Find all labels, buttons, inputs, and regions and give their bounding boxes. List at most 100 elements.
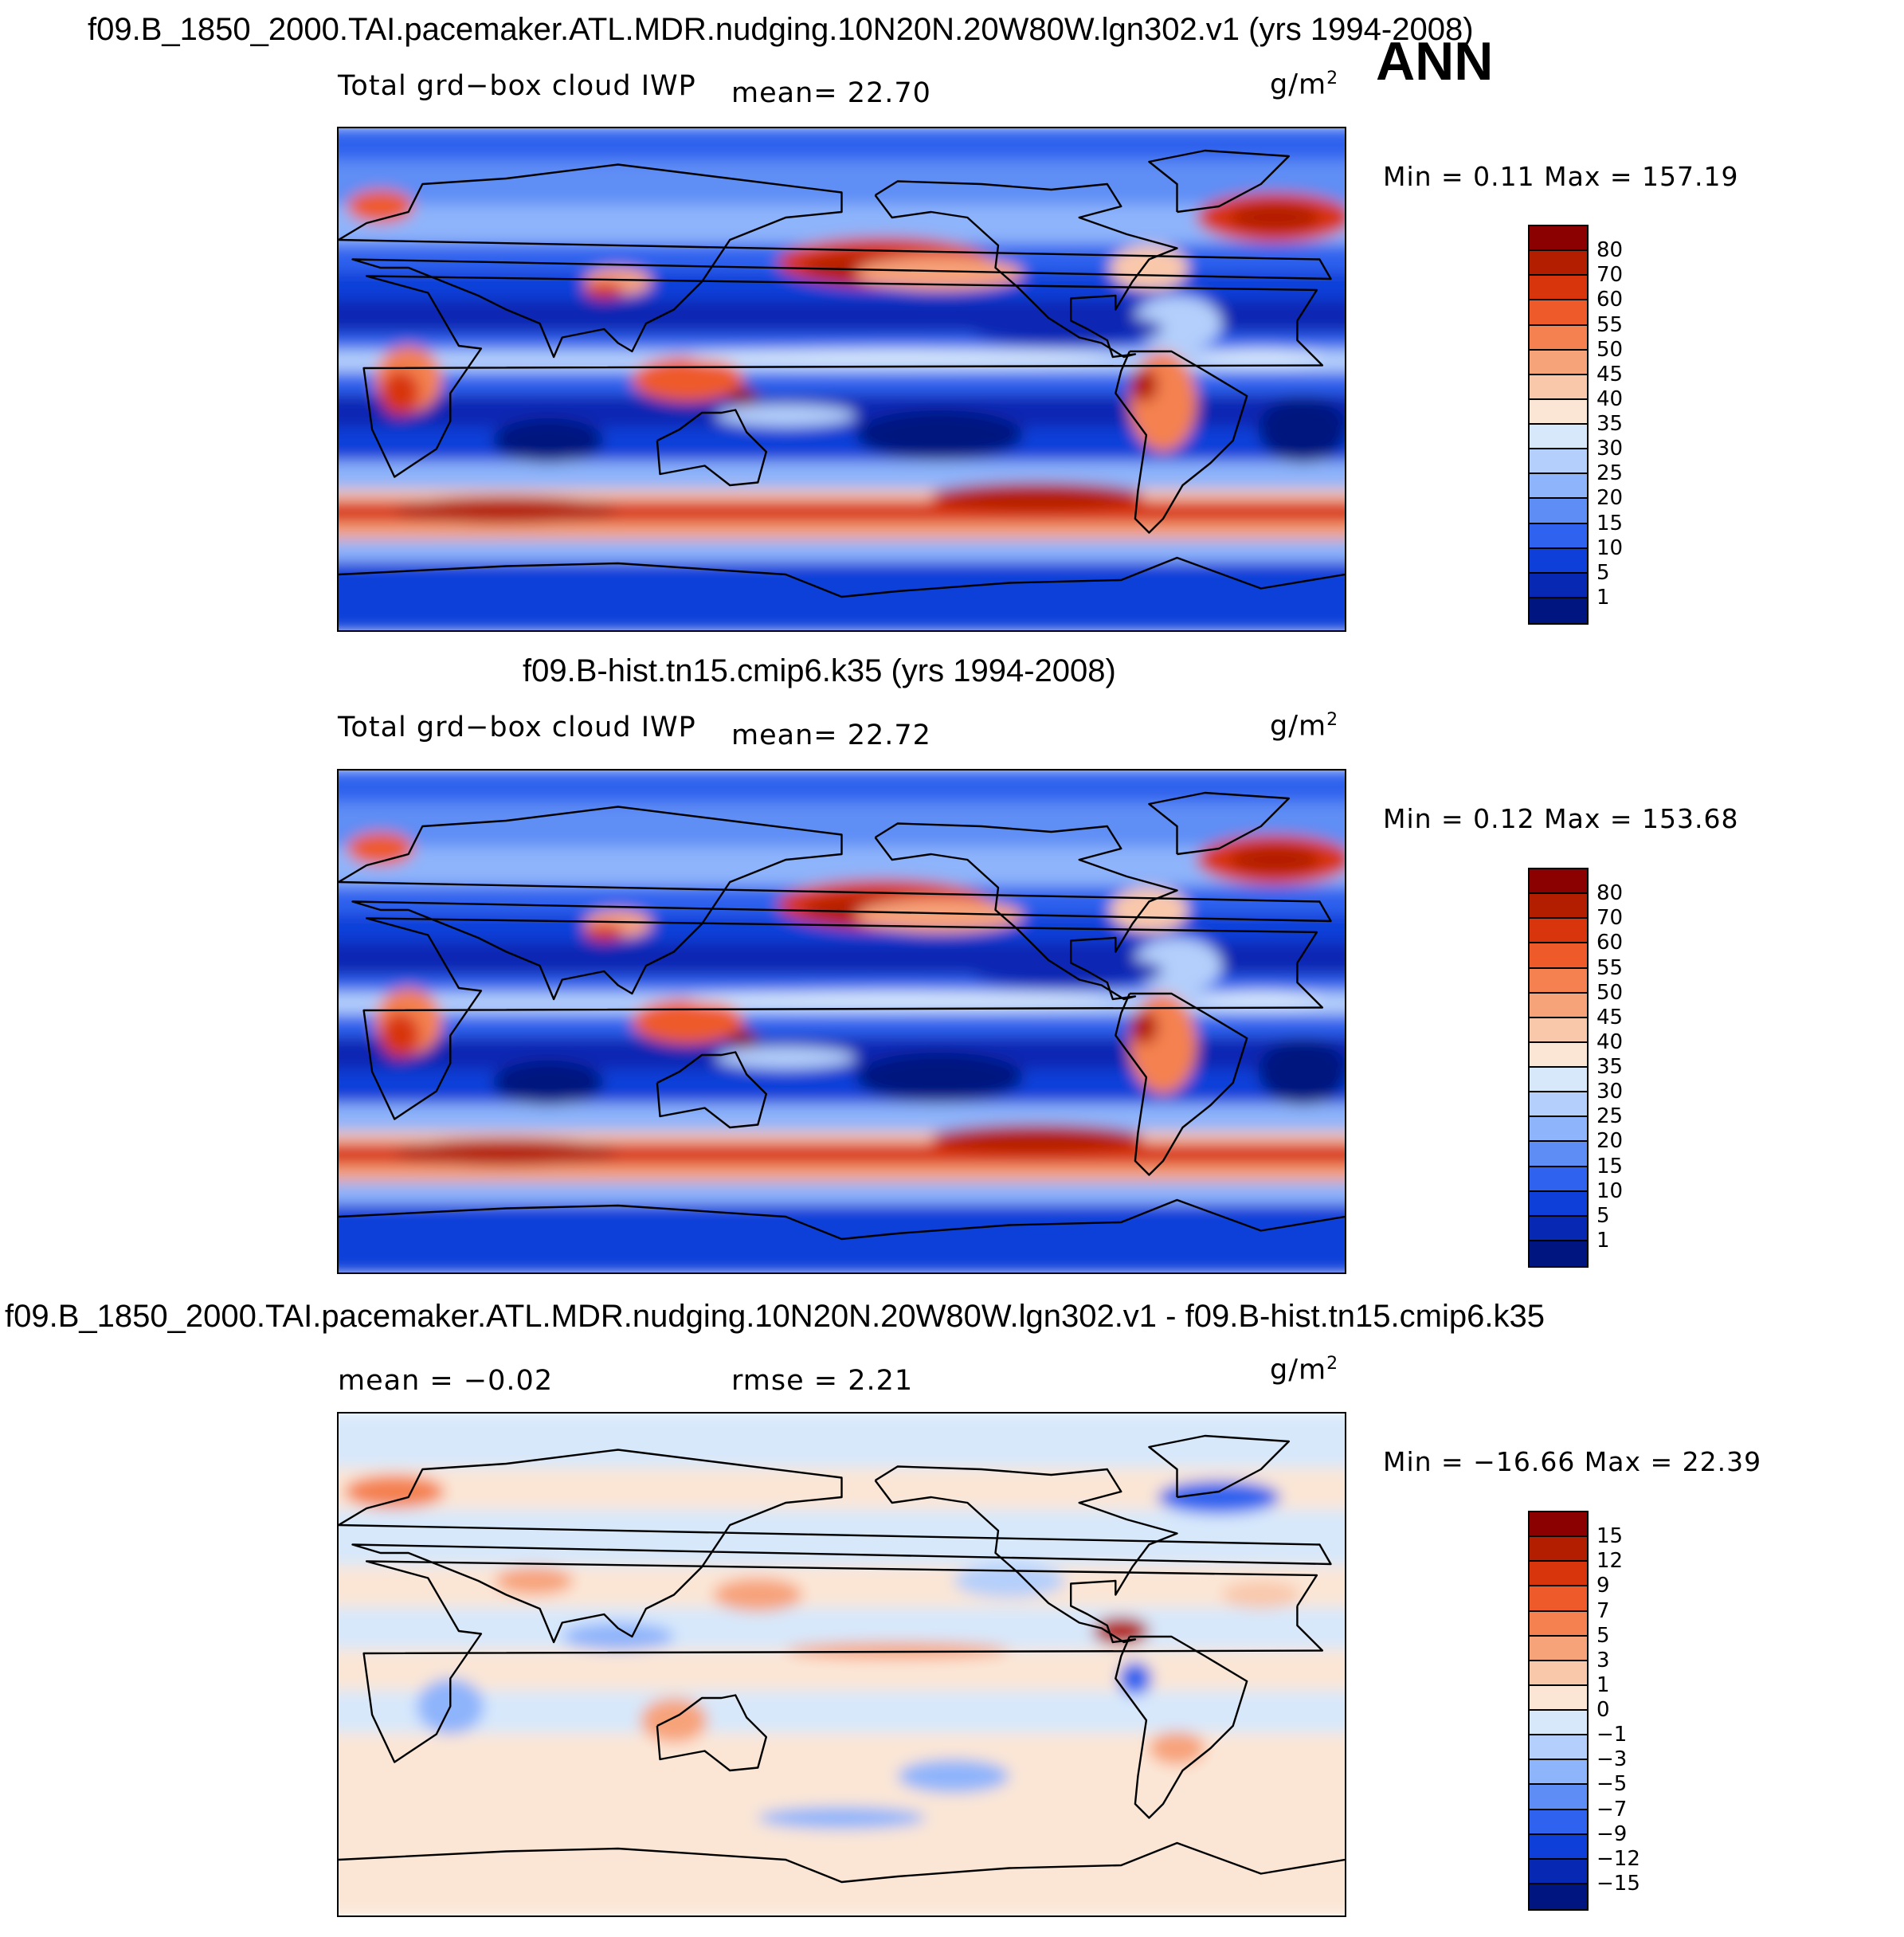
colorbar-segment	[1530, 350, 1587, 375]
colorbar-segment	[1530, 968, 1587, 994]
panel-3-colorbar	[1528, 1511, 1589, 1911]
colorbar-segment	[1530, 1068, 1587, 1093]
panel-1-title: f09.B_1850_2000.TAI.pacemaker.ATL.MDR.nu…	[88, 12, 1474, 47]
colorbar-tick-label: 55	[1596, 955, 1624, 980]
field-band	[339, 1104, 1345, 1135]
colorbar-tick-label: 35	[1596, 412, 1624, 436]
field-feature	[1230, 845, 1320, 874]
field-feature	[688, 990, 1107, 1008]
colorbar-segment	[1530, 1562, 1587, 1587]
colorbar-segment	[1530, 1092, 1587, 1118]
colorbar-tick-label: −15	[1596, 1871, 1640, 1896]
coastline	[1115, 350, 1248, 534]
coastline	[1148, 791, 1290, 856]
field-feature	[495, 1566, 574, 1595]
field-band	[339, 1830, 1345, 1915]
field-feature	[584, 281, 624, 299]
colorbar-segment	[1530, 1586, 1587, 1612]
panel-1-variable: Total grd−box cloud IWP	[338, 70, 696, 102]
field-feature	[715, 1046, 856, 1069]
colorbar-tick-label: 5	[1596, 560, 1610, 585]
panel-1-mean: mean= 22.70	[731, 77, 931, 109]
colorbar-segment	[1530, 374, 1587, 400]
field-feature	[897, 1759, 1009, 1793]
colorbar-tick-label: 5	[1596, 1623, 1610, 1648]
field-feature	[688, 348, 1107, 366]
colorbar-tick-label: 70	[1596, 263, 1624, 288]
colorbar-segment	[1530, 598, 1587, 623]
colorbar-segment	[1530, 1611, 1587, 1637]
colorbar-segment	[1530, 1834, 1587, 1860]
field-feature	[1230, 203, 1320, 232]
colorbar-segment	[1530, 1636, 1587, 1661]
field-band	[339, 1165, 1345, 1185]
coastline	[339, 1198, 1345, 1241]
colorbar-segment	[1530, 399, 1587, 425]
colorbar-tick-label: 1	[1596, 1228, 1610, 1253]
panel-2-units: g/m2	[1270, 710, 1339, 743]
colorbar-tick-label: 20	[1596, 486, 1624, 511]
panel-2-colorbar	[1528, 868, 1589, 1268]
colorbar-tick-label: 0	[1596, 1698, 1610, 1722]
coastline	[339, 1449, 1332, 1644]
colorbar-tick-label: 45	[1596, 1005, 1624, 1029]
field-feature	[632, 357, 744, 402]
colorbar-tick-label: 30	[1596, 437, 1624, 461]
field-band	[339, 428, 1345, 465]
field-feature	[1132, 938, 1222, 994]
colorbar-tick-label: −7	[1596, 1797, 1628, 1821]
coastline	[339, 163, 1332, 359]
coastline	[1115, 1635, 1248, 1819]
field-feature	[1129, 1010, 1158, 1044]
colorbar-tick-label: 40	[1596, 1029, 1624, 1054]
field-feature	[1221, 1581, 1300, 1609]
colorbar-tick-label: −1	[1596, 1723, 1628, 1747]
field-feature	[715, 404, 856, 427]
colorbar-tick-label: 25	[1596, 1104, 1624, 1129]
field-feature	[856, 899, 1024, 932]
season-label: ANN	[1376, 31, 1494, 92]
colorbar-tick-label: 20	[1596, 1129, 1624, 1154]
field-feature	[344, 1475, 445, 1508]
coastline	[339, 556, 1345, 598]
colorbar-tick-label: 10	[1596, 1178, 1624, 1203]
colorbar-tick-label: 45	[1596, 362, 1624, 386]
colorbar-segment	[1530, 425, 1587, 450]
colorbar-tick-label: 1	[1596, 1672, 1610, 1697]
field-feature	[492, 1061, 605, 1105]
field-feature	[713, 1578, 803, 1612]
panel-2-title: f09.B-hist.tn15.cmip6.k35 (yrs 1994-2008…	[523, 653, 1116, 688]
colorbar-segment	[1530, 1216, 1587, 1241]
field-feature	[856, 410, 1024, 461]
colorbar-tick-label: 7	[1596, 1598, 1610, 1623]
field-feature	[930, 482, 1144, 511]
field-feature	[856, 1052, 1024, 1103]
field-feature	[640, 1698, 708, 1743]
field-feature	[930, 1124, 1144, 1153]
colorbar-segment	[1530, 1685, 1587, 1711]
field-feature	[856, 257, 1024, 290]
field-band	[339, 461, 1345, 492]
field-band	[339, 1509, 1345, 1569]
map-field	[339, 1414, 1345, 1915]
map-field	[339, 770, 1345, 1272]
colorbar-tick-label: 15	[1596, 511, 1624, 535]
panel-1-units: g/m2	[1270, 69, 1339, 101]
panel-3-map	[337, 1412, 1346, 1917]
coastline	[1148, 149, 1290, 214]
colorbar-segment	[1530, 1142, 1587, 1167]
coastline	[874, 180, 1178, 359]
field-feature	[1110, 888, 1189, 932]
field-feature	[953, 1564, 1066, 1598]
colorbar-segment	[1530, 1191, 1587, 1217]
colorbar-segment	[1530, 449, 1587, 475]
field-feature	[1110, 245, 1189, 290]
field-feature	[1118, 1661, 1152, 1696]
coastline	[874, 1465, 1178, 1644]
panel-1-colorbar	[1528, 225, 1589, 625]
panel-1-minmax: Min = 0.11 Max = 157.19	[1383, 161, 1739, 192]
colorbar-segment	[1530, 1760, 1587, 1786]
colorbar-tick-label: 60	[1596, 931, 1624, 955]
field-feature	[1199, 348, 1322, 366]
field-feature	[1258, 1038, 1345, 1105]
